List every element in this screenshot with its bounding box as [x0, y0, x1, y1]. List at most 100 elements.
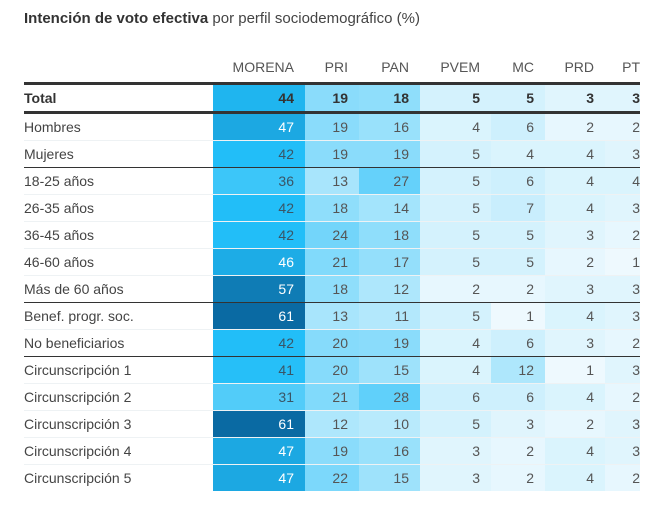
cell-pt: 3 [605, 356, 640, 384]
cell-prd: 4 [545, 140, 605, 168]
row-label: Total [24, 82, 213, 114]
column-header-pvem: PVEM [440, 59, 480, 75]
cell-pri: 21 [305, 248, 359, 276]
cell-pan: 16 [359, 112, 420, 141]
cell-morena: 47 [213, 437, 305, 465]
table-row: Circunscripción 4 47 19 16 3 2 4 3 [24, 437, 640, 465]
cell-pt: 2 [605, 464, 640, 491]
column-header-pri: PRI [324, 59, 348, 75]
header-row: MORENA PRI PAN PVEM MC PRD PT [24, 52, 640, 84]
cell-pri: 20 [305, 356, 359, 384]
table-row: 26-35 años 42 18 14 5 7 4 3 [24, 194, 640, 222]
cell-pt: 3 [605, 275, 640, 303]
cell-prd: 4 [545, 302, 605, 330]
table-row: No beneficiarios 42 20 19 4 6 3 2 [24, 329, 640, 357]
cell-pvem: 5 [420, 302, 491, 330]
cell-pan: 17 [359, 248, 420, 276]
cell-pan: 12 [359, 275, 420, 303]
cell-pt: 2 [605, 221, 640, 249]
cell-morena: 36 [213, 167, 305, 195]
cell-pt: 3 [605, 302, 640, 330]
cell-pri: 12 [305, 410, 359, 438]
cell-pri: 19 [305, 112, 359, 141]
cell-pan: 10 [359, 410, 420, 438]
cell-pan: 19 [359, 140, 420, 168]
cell-mc: 4 [491, 140, 545, 168]
cell-prd: 4 [545, 437, 605, 465]
cell-mc: 2 [491, 275, 545, 303]
table-row: 46-60 años 46 21 17 5 5 2 1 [24, 248, 640, 276]
cell-mc: 2 [491, 464, 545, 491]
cell-pt: 3 [605, 410, 640, 438]
cell-pri: 18 [305, 194, 359, 222]
cell-pri: 13 [305, 167, 359, 195]
row-label: Mujeres [24, 140, 213, 168]
cell-mc: 6 [491, 167, 545, 195]
cell-morena: 61 [213, 410, 305, 438]
cell-pvem: 5 [420, 82, 491, 114]
cell-pan: 18 [359, 221, 420, 249]
cell-mc: 5 [491, 82, 545, 114]
cell-prd: 3 [545, 329, 605, 357]
table-row: Circunscripción 1 41 20 15 4 12 1 3 [24, 356, 640, 384]
cell-morena: 42 [213, 140, 305, 168]
cell-pri: 13 [305, 302, 359, 330]
cell-prd: 4 [545, 167, 605, 195]
row-label: Más de 60 años [24, 275, 213, 303]
table-row: Circunscripción 5 47 22 15 3 2 4 2 [24, 464, 640, 491]
row-label: 26-35 años [24, 194, 213, 222]
table-row: 36-45 años 42 24 18 5 5 3 2 [24, 221, 640, 249]
column-header-morena: MORENA [232, 59, 294, 75]
cell-pvem: 5 [420, 140, 491, 168]
cell-pan: 27 [359, 167, 420, 195]
cell-morena: 41 [213, 356, 305, 384]
cell-prd: 3 [545, 221, 605, 249]
header-blank [24, 52, 213, 84]
cell-pvem: 3 [420, 464, 491, 491]
cell-pt: 2 [605, 383, 640, 411]
cell-pan: 18 [359, 82, 420, 114]
cell-pt: 1 [605, 248, 640, 276]
cell-pri: 22 [305, 464, 359, 491]
cell-pan: 15 [359, 356, 420, 384]
cell-morena: 31 [213, 383, 305, 411]
cell-pan: 16 [359, 437, 420, 465]
column-header-pan: PAN [381, 59, 409, 75]
cell-mc: 5 [491, 248, 545, 276]
cell-pri: 24 [305, 221, 359, 249]
column-header-pt: PT [622, 59, 640, 75]
column-header-prd: PRD [564, 59, 594, 75]
cell-pvem: 5 [420, 194, 491, 222]
row-label: Circunscripción 4 [24, 437, 213, 465]
row-label: 36-45 años [24, 221, 213, 249]
table-row: Circunscripción 2 31 21 28 6 6 4 2 [24, 383, 640, 411]
table-row: Benef. progr. soc. 61 13 11 5 1 4 3 [24, 302, 640, 330]
cell-prd: 4 [545, 464, 605, 491]
cell-morena: 57 [213, 275, 305, 303]
cell-morena: 44 [213, 82, 305, 114]
row-label: Benef. progr. soc. [24, 302, 213, 330]
cell-mc: 5 [491, 221, 545, 249]
cell-pvem: 2 [420, 275, 491, 303]
row-label: No beneficiarios [24, 329, 213, 357]
cell-pt: 4 [605, 167, 640, 195]
cell-pri: 19 [305, 140, 359, 168]
cell-mc: 6 [491, 383, 545, 411]
cell-pri: 21 [305, 383, 359, 411]
cell-mc: 2 [491, 437, 545, 465]
table-row: Mujeres 42 19 19 5 4 4 3 [24, 140, 640, 168]
cell-mc: 1 [491, 302, 545, 330]
cell-pt: 3 [605, 82, 640, 114]
cell-pvem: 5 [420, 221, 491, 249]
cell-mc: 6 [491, 329, 545, 357]
row-label: Circunscripción 2 [24, 383, 213, 411]
cell-pri: 19 [305, 437, 359, 465]
cell-pvem: 6 [420, 383, 491, 411]
cell-pan: 19 [359, 329, 420, 357]
cell-pt: 3 [605, 437, 640, 465]
chart-title-rest: por perfil sociodemográfico (%) [208, 10, 420, 27]
chart-title: Intención de voto efectiva por perfil so… [24, 10, 420, 27]
cell-pan: 11 [359, 302, 420, 330]
cell-pvem: 4 [420, 112, 491, 141]
cell-mc: 12 [491, 356, 545, 384]
